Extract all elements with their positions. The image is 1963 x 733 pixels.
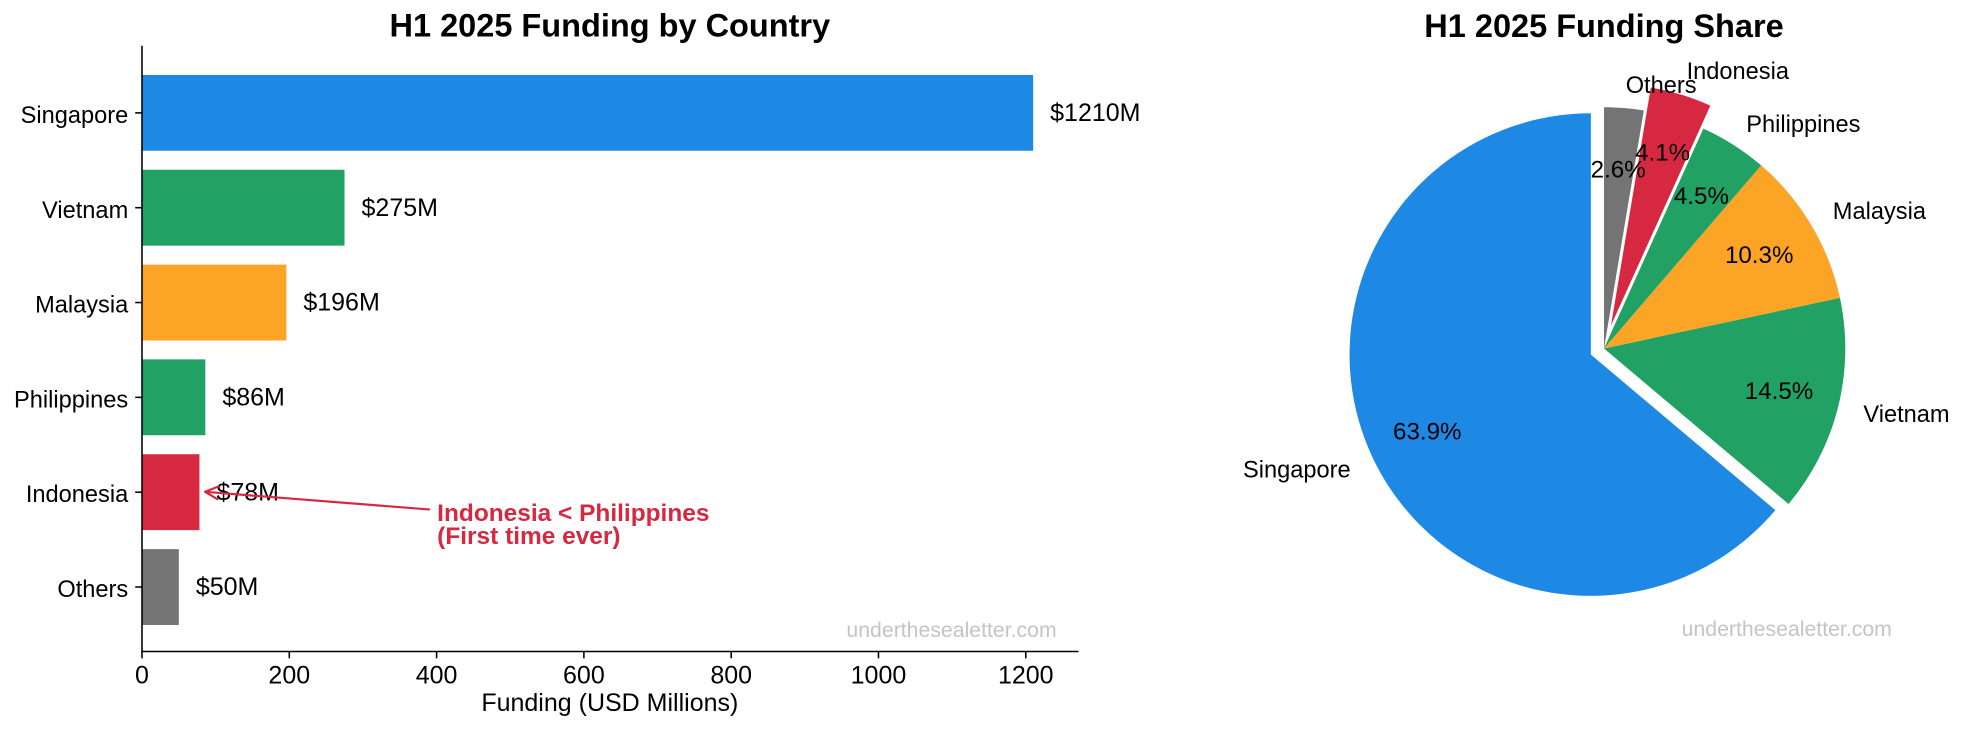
svg-text:$275M: $275M xyxy=(362,194,438,222)
svg-text:$50M: $50M xyxy=(196,573,259,601)
svg-text:Philippines: Philippines xyxy=(1746,112,1860,138)
svg-text:Others: Others xyxy=(57,577,128,603)
svg-text:Vietnam: Vietnam xyxy=(1863,402,1949,428)
svg-text:Indonesia: Indonesia xyxy=(26,482,129,508)
svg-text:Singapore: Singapore xyxy=(21,103,129,129)
svg-text:2.6%: 2.6% xyxy=(1591,157,1646,184)
svg-text:1200: 1200 xyxy=(998,661,1054,689)
svg-text:(First time ever): (First time ever) xyxy=(437,523,620,550)
svg-text:0: 0 xyxy=(135,661,149,689)
svg-text:200: 200 xyxy=(268,661,310,689)
svg-text:Singapore: Singapore xyxy=(1243,458,1351,484)
svg-text:Malaysia: Malaysia xyxy=(35,293,129,319)
svg-text:14.5%: 14.5% xyxy=(1745,378,1813,405)
svg-text:1000: 1000 xyxy=(851,661,907,689)
svg-text:800: 800 xyxy=(710,661,752,689)
svg-text:$86M: $86M xyxy=(222,383,285,411)
svg-text:4.5%: 4.5% xyxy=(1674,183,1729,210)
svg-text:underthesealetter.com: underthesealetter.com xyxy=(846,618,1056,642)
svg-text:Indonesia: Indonesia xyxy=(1687,59,1790,85)
svg-text:$196M: $196M xyxy=(303,289,379,317)
svg-text:10.3%: 10.3% xyxy=(1725,242,1794,269)
svg-text:underthesealetter.com: underthesealetter.com xyxy=(1682,617,1892,641)
svg-text:Malaysia: Malaysia xyxy=(1833,199,1927,225)
svg-text:600: 600 xyxy=(563,661,605,689)
svg-text:$1210M: $1210M xyxy=(1050,99,1140,127)
svg-text:400: 400 xyxy=(416,661,458,689)
svg-text:Funding (USD Millions): Funding (USD Millions) xyxy=(481,689,738,717)
svg-text:Philippines: Philippines xyxy=(14,387,128,413)
svg-text:Vietnam: Vietnam xyxy=(42,198,128,224)
svg-text:H1 2025 Funding by Country: H1 2025 Funding by Country xyxy=(390,8,831,44)
svg-text:Indonesia < Philippines: Indonesia < Philippines xyxy=(437,500,709,527)
svg-text:$78M: $78M xyxy=(216,478,279,506)
svg-text:H1 2025 Funding Share: H1 2025 Funding Share xyxy=(1424,8,1783,44)
svg-text:4.1%: 4.1% xyxy=(1635,140,1690,167)
svg-text:63.9%: 63.9% xyxy=(1393,419,1462,446)
svg-text:Others: Others xyxy=(1626,73,1697,99)
